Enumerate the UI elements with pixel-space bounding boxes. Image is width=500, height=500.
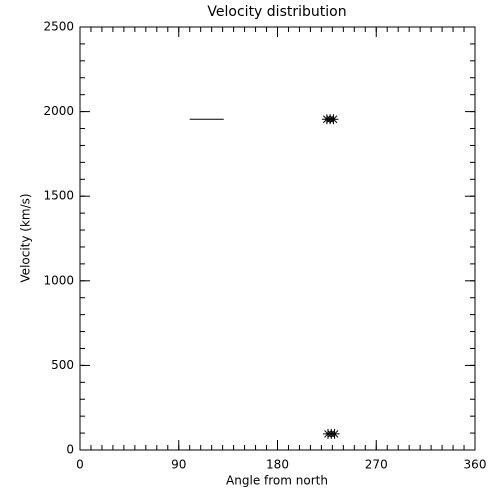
chart-title: Velocity distribution — [207, 4, 346, 20]
plot-frame — [79, 26, 476, 451]
x-tick-label: 270 — [365, 458, 388, 472]
y-tick-label: 500 — [51, 358, 74, 372]
y-tick-label: 2000 — [43, 104, 74, 118]
x-axis-label: Angle from north — [226, 474, 328, 488]
asterisk-point — [328, 114, 339, 125]
asterisk-point — [329, 428, 340, 439]
x-tick-label: 90 — [171, 458, 186, 472]
y-tick-label: 1500 — [43, 189, 74, 203]
y-tick-label: 2500 — [43, 20, 74, 34]
y-tick-label: 0 — [66, 443, 74, 457]
x-tick-label: 360 — [464, 458, 487, 472]
y-tick-label: 1000 — [43, 273, 74, 287]
x-tick-label: 180 — [266, 458, 289, 472]
x-tick-label: 0 — [76, 458, 84, 472]
y-axis-label: Velocity (km/s) — [19, 193, 33, 282]
